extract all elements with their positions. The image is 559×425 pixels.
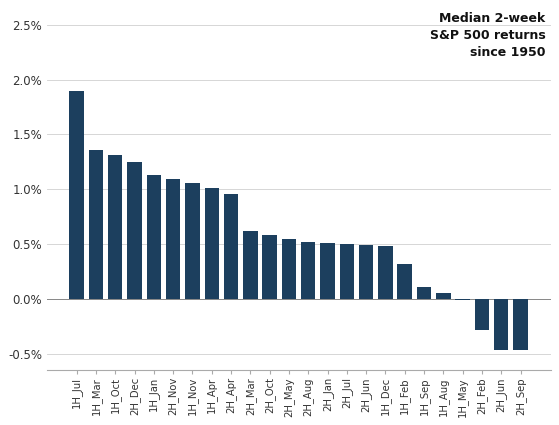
Bar xyxy=(282,238,296,299)
Text: Median 2-week
S&P 500 returns
since 1950: Median 2-week S&P 500 returns since 1950 xyxy=(430,12,546,59)
Bar xyxy=(456,299,470,300)
Bar xyxy=(417,287,431,299)
Bar xyxy=(359,245,373,299)
Bar xyxy=(127,162,142,299)
Bar xyxy=(301,242,315,299)
Bar xyxy=(224,194,238,299)
Bar xyxy=(89,150,103,299)
Bar xyxy=(69,91,84,299)
Bar xyxy=(243,231,258,299)
Bar xyxy=(185,183,200,299)
Bar xyxy=(166,179,181,299)
Bar xyxy=(494,299,509,351)
Bar xyxy=(320,243,335,299)
Bar xyxy=(108,155,122,299)
Bar xyxy=(262,235,277,299)
Bar xyxy=(513,299,528,351)
Bar xyxy=(378,246,392,299)
Bar xyxy=(475,299,489,330)
Bar xyxy=(436,293,451,299)
Bar xyxy=(146,175,161,299)
Bar xyxy=(205,188,219,299)
Bar xyxy=(339,244,354,299)
Bar xyxy=(397,264,412,299)
